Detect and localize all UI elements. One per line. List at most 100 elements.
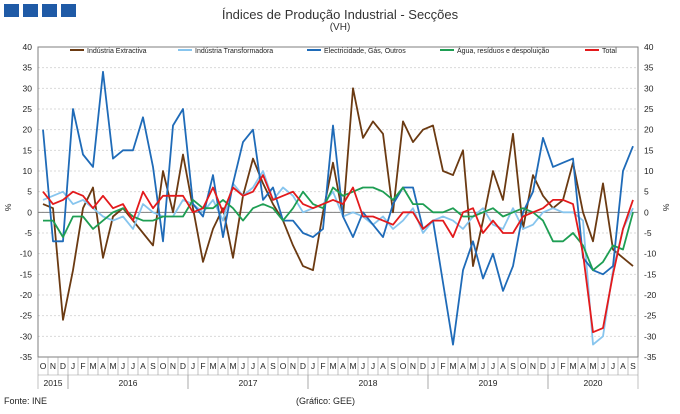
x-tick-label: O bbox=[280, 361, 287, 371]
legend-label: Indústria Transformadora bbox=[195, 48, 273, 55]
year-label: 2018 bbox=[359, 378, 378, 388]
x-tick-label: F bbox=[320, 361, 325, 371]
logo-block bbox=[61, 4, 76, 17]
x-tick-label: A bbox=[460, 361, 466, 371]
x-tick-label: J bbox=[361, 361, 365, 371]
y-tick-label-right: 0 bbox=[644, 207, 649, 217]
y-tick-label-left: 20 bbox=[23, 125, 33, 135]
y-tick-label-left: -20 bbox=[20, 290, 33, 300]
y-tick-label-left: -30 bbox=[20, 331, 33, 341]
y-axis-label-right: % bbox=[661, 203, 671, 211]
x-tick-label: M bbox=[89, 361, 96, 371]
x-tick-label: A bbox=[100, 361, 106, 371]
x-tick-label: A bbox=[260, 361, 266, 371]
x-tick-label: N bbox=[530, 361, 536, 371]
y-tick-label-left: 0 bbox=[27, 207, 32, 217]
y-tick-label-right: 5 bbox=[644, 187, 649, 197]
x-tick-label: J bbox=[371, 361, 375, 371]
x-tick-label: A bbox=[580, 361, 586, 371]
y-tick-label-left: -5 bbox=[24, 228, 32, 238]
x-tick-label: N bbox=[170, 361, 176, 371]
legend-label: Água, resíduos e despoluição bbox=[457, 46, 549, 55]
y-tick-label-right: -25 bbox=[644, 311, 657, 321]
x-tick-label: O bbox=[160, 361, 167, 371]
x-tick-label: J bbox=[601, 361, 605, 371]
x-tick-label: O bbox=[400, 361, 407, 371]
y-tick-label-left: 40 bbox=[23, 42, 33, 52]
x-tick-label: A bbox=[220, 361, 226, 371]
y-tick-label-left: 15 bbox=[23, 145, 33, 155]
y-tick-label-right: 10 bbox=[644, 166, 654, 176]
y-tick-label-left: 35 bbox=[23, 63, 33, 73]
y-tick-label-left: 30 bbox=[23, 83, 33, 93]
legend-label: Indústria Extractiva bbox=[87, 48, 147, 55]
x-tick-label: A bbox=[140, 361, 146, 371]
year-label: 2016 bbox=[119, 378, 138, 388]
x-tick-label: N bbox=[50, 361, 56, 371]
year-label: 2017 bbox=[239, 378, 258, 388]
chart-title: Índices de Produção Industrial - Secções bbox=[221, 7, 459, 22]
x-tick-label: D bbox=[300, 361, 306, 371]
y-tick-label-left: -10 bbox=[20, 249, 33, 259]
y-axis-label-left: % bbox=[3, 203, 13, 211]
year-label: 2020 bbox=[584, 378, 603, 388]
x-tick-label: J bbox=[611, 361, 615, 371]
x-tick-label: N bbox=[410, 361, 416, 371]
x-tick-label: F bbox=[560, 361, 565, 371]
credit-note: (Gráfico: GEE) bbox=[296, 396, 356, 406]
x-tick-label: M bbox=[209, 361, 216, 371]
y-tick-label-left: -15 bbox=[20, 269, 33, 279]
legend-label: Total bbox=[602, 48, 617, 55]
year-label: 2019 bbox=[479, 378, 498, 388]
source-note: Fonte: INE bbox=[4, 396, 48, 406]
x-tick-label: J bbox=[431, 361, 435, 371]
x-tick-label: A bbox=[340, 361, 346, 371]
x-tick-label: D bbox=[540, 361, 546, 371]
year-label: 2015 bbox=[44, 378, 63, 388]
x-tick-label: M bbox=[449, 361, 456, 371]
x-tick-label: J bbox=[131, 361, 135, 371]
x-tick-label: M bbox=[109, 361, 116, 371]
x-tick-label: M bbox=[569, 361, 576, 371]
x-tick-label: A bbox=[500, 361, 506, 371]
y-tick-label-right: 25 bbox=[644, 104, 654, 114]
legend-label: Electricidade, Gás, Outros bbox=[324, 48, 406, 55]
y-tick-label-right: 40 bbox=[644, 42, 654, 52]
ine-logo bbox=[4, 4, 76, 17]
x-tick-label: F bbox=[200, 361, 205, 371]
x-tick-label: A bbox=[380, 361, 386, 371]
x-tick-label: D bbox=[180, 361, 186, 371]
y-tick-label-right: -35 bbox=[644, 352, 657, 362]
logo-block bbox=[4, 4, 19, 17]
x-tick-label: D bbox=[60, 361, 66, 371]
y-tick-label-left: 10 bbox=[23, 166, 33, 176]
y-tick-label-right: 20 bbox=[644, 125, 654, 135]
y-tick-label-left: -25 bbox=[20, 311, 33, 321]
x-tick-label: J bbox=[491, 361, 495, 371]
x-tick-label: M bbox=[329, 361, 336, 371]
y-tick-label-right: -5 bbox=[644, 228, 652, 238]
x-tick-label: S bbox=[150, 361, 156, 371]
y-tick-label-right: -15 bbox=[644, 269, 657, 279]
x-tick-label: M bbox=[229, 361, 236, 371]
x-tick-label: M bbox=[589, 361, 596, 371]
y-tick-label-right: -30 bbox=[644, 331, 657, 341]
x-tick-label: J bbox=[121, 361, 125, 371]
series-line bbox=[42, 170, 634, 346]
x-tick-label: J bbox=[551, 361, 555, 371]
x-tick-label: M bbox=[469, 361, 476, 371]
x-tick-label: S bbox=[270, 361, 276, 371]
y-tick-label-right: 15 bbox=[644, 145, 654, 155]
y-tick-label-left: 25 bbox=[23, 104, 33, 114]
y-tick-label-right: -10 bbox=[644, 249, 657, 259]
y-tick-label-right: -20 bbox=[644, 290, 657, 300]
x-tick-label: M bbox=[349, 361, 356, 371]
x-tick-label: S bbox=[390, 361, 396, 371]
x-tick-label: J bbox=[311, 361, 315, 371]
x-tick-label: J bbox=[71, 361, 75, 371]
x-tick-label: J bbox=[251, 361, 255, 371]
x-tick-label: F bbox=[80, 361, 85, 371]
logo-block bbox=[42, 4, 57, 17]
y-tick-label-left: -35 bbox=[20, 352, 33, 362]
